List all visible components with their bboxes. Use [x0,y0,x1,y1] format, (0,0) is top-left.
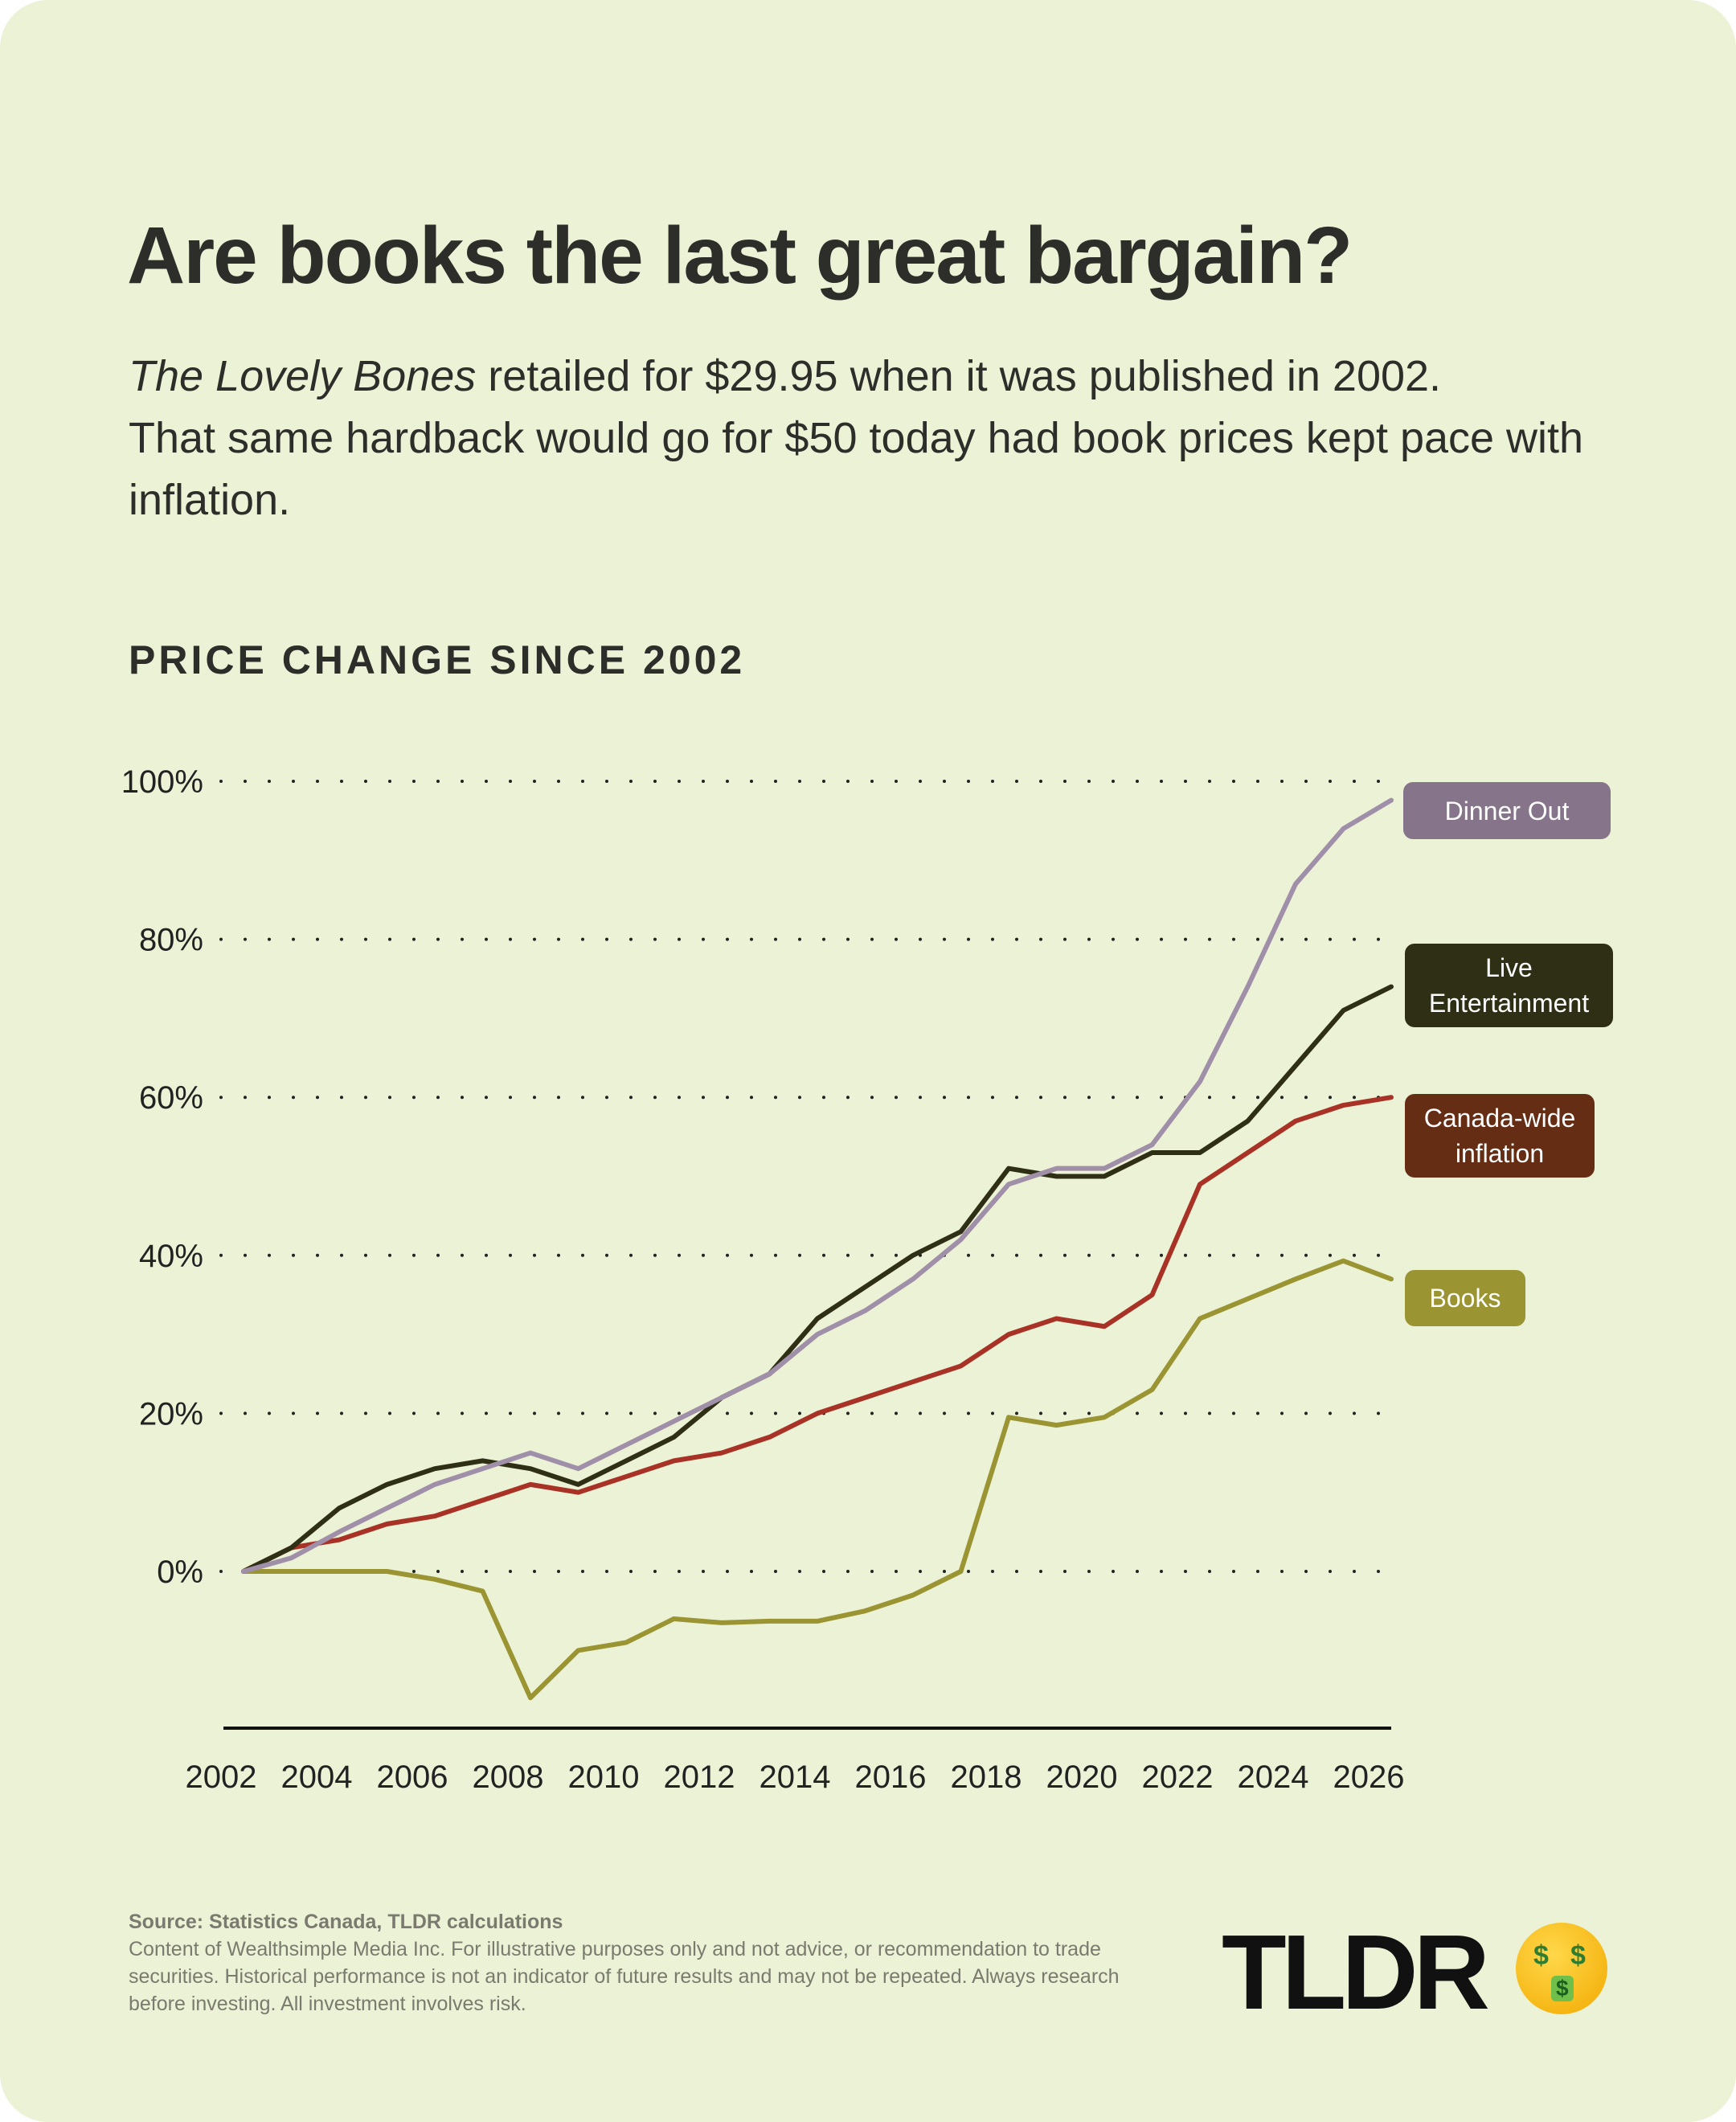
y-tick-label: 20% [139,1396,203,1432]
series-line-canada-wide-inflation [241,1095,1394,1574]
y-tick-label: 60% [139,1080,203,1116]
legend-dinner-out: Dinner Out [1403,782,1611,839]
series-line-dinner-out [241,797,1394,1574]
footer: Source: Statistics Canada, TLDR calculat… [129,1908,1173,2018]
subtitle-line2: That same hardback would go for $50 toda… [129,414,1584,524]
x-tick-label: 2026 [1333,1759,1405,1795]
x-tick-label: 2002 [186,1759,257,1795]
source-note: Source: Statistics Canada, TLDR calculat… [129,1911,563,1933]
legend-label: inflation [1455,1139,1545,1168]
x-tick-label: 2012 [664,1759,735,1795]
legend-canada-inflation: Canada-wide inflation [1405,1094,1595,1178]
x-tick-label: 2004 [281,1759,353,1795]
y-tick-label: 80% [139,923,203,958]
y-tick-label: 40% [139,1239,203,1274]
subtitle-line1: retailed for $29.95 when it was publishe… [476,352,1442,400]
legend-label: Dinner Out [1444,796,1570,825]
x-tick-label: 2006 [377,1759,448,1795]
x-tick-label: 2018 [951,1759,1022,1795]
x-tick-label: 2020 [1046,1759,1118,1795]
page-title: Are books the last great bargain? [127,211,1353,301]
series-line-live-entertainment [241,984,1394,1574]
chart-title: PRICE CHANGE SINCE 2002 [129,637,746,682]
x-tick-label: 2014 [760,1759,831,1795]
x-tick-label: 2024 [1238,1759,1309,1795]
legend-label: Live [1485,953,1533,982]
book-title: The Lovely Bones [129,352,477,400]
legend-live-entertainment: Live Entertainment [1405,944,1613,1027]
x-tick-label: 2008 [473,1759,544,1795]
tldr-logo: TLDR [1222,1913,1490,2031]
x-tick-label: 2010 [568,1759,640,1795]
legend-label: Entertainment [1428,989,1590,1018]
legend-books: Books [1405,1270,1525,1326]
y-tick-label: 0% [157,1555,203,1590]
x-tick-label: 2016 [855,1759,927,1795]
y-tick-label: 100% [121,764,203,800]
legend-label: Books [1429,1284,1501,1313]
disclaimer: Content of Wealthsimple Media Inc. For i… [129,1938,1120,2015]
legend-label: Canada-wide [1423,1104,1576,1133]
subtitle: The Lovely Bones retailed for $29.95 whe… [129,346,1623,531]
x-tick-label: 2022 [1142,1759,1214,1795]
money-mouth-face-icon: $ $ $ [1516,1923,1607,2014]
series-line-books [241,1258,1394,1701]
